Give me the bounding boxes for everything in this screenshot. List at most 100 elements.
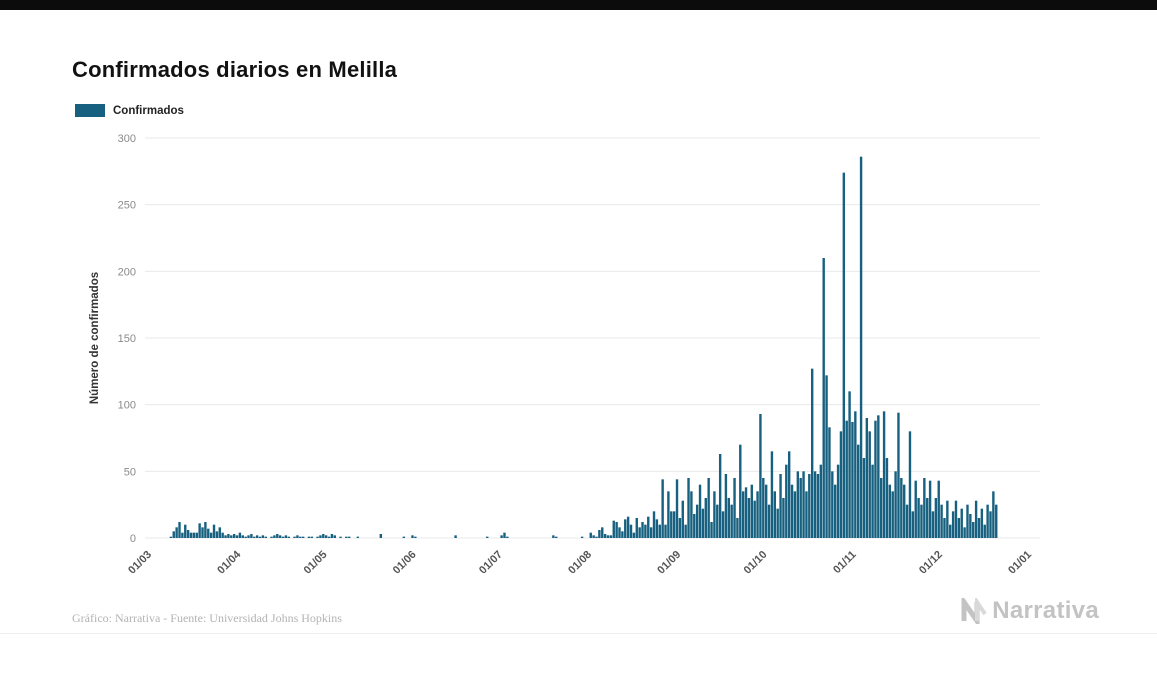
- bar: [301, 536, 305, 538]
- legend-swatch: [75, 104, 105, 117]
- bar: [238, 532, 242, 538]
- bar: [782, 498, 785, 538]
- bar: [316, 536, 319, 538]
- top-bar: [0, 0, 1157, 10]
- bar: [264, 536, 267, 538]
- bar: [687, 478, 690, 538]
- bar: [859, 156, 863, 538]
- bar: [626, 516, 630, 538]
- bar: [675, 479, 679, 538]
- bar: [825, 375, 828, 538]
- bar: [293, 536, 296, 538]
- bar: [684, 524, 687, 538]
- bar: [606, 535, 610, 538]
- bar: [175, 527, 178, 538]
- page-title: Confirmados diarios en Melilla: [72, 56, 398, 82]
- bar: [621, 531, 624, 538]
- bar: [839, 431, 843, 538]
- bar: [500, 535, 503, 538]
- bar: [454, 535, 457, 538]
- bar: [411, 535, 414, 538]
- bar: [603, 534, 607, 538]
- bar: [854, 411, 857, 538]
- bar: [891, 491, 894, 538]
- bar: [911, 511, 915, 538]
- bar: [741, 491, 745, 538]
- bar: [767, 504, 771, 538]
- bar: [181, 532, 184, 538]
- bar: [247, 535, 250, 538]
- x-tick-label: 01/11: [831, 549, 859, 577]
- bar: [969, 514, 972, 538]
- bar: [888, 484, 892, 538]
- y-tick-label: 150: [118, 333, 136, 345]
- x-tick-label: 01/06: [391, 549, 419, 577]
- bar: [218, 527, 221, 538]
- bar: [667, 491, 670, 538]
- bar: [644, 524, 647, 538]
- narrativa-logo-icon: [961, 598, 987, 624]
- bar: [747, 498, 751, 538]
- bar: [299, 536, 302, 538]
- bar: [787, 451, 791, 538]
- narrativa-logo-text: Narrativa: [992, 597, 1099, 624]
- x-tick-label: 01/03: [126, 549, 154, 577]
- bar: [920, 504, 923, 538]
- bar: [842, 172, 846, 538]
- bar: [345, 536, 348, 538]
- bar: [851, 422, 854, 538]
- bar: [862, 458, 866, 538]
- bar: [612, 520, 615, 538]
- bar: [356, 536, 360, 538]
- bar: [681, 500, 684, 538]
- bar: [974, 500, 978, 538]
- bar: [874, 420, 877, 538]
- y-tick-label: 200: [118, 266, 136, 278]
- bar: [704, 498, 707, 538]
- bar: [799, 478, 802, 538]
- bar: [319, 535, 322, 538]
- bar: [880, 478, 883, 538]
- bar: [957, 518, 961, 538]
- bar: [710, 522, 713, 538]
- bar: [209, 532, 213, 538]
- bar: [805, 491, 808, 538]
- y-tick-label: 100: [118, 400, 136, 412]
- bar: [989, 511, 992, 538]
- bar: [276, 534, 279, 538]
- y-tick-label: 300: [118, 133, 136, 145]
- x-tick-label: 01/08: [566, 549, 594, 577]
- bar: [810, 368, 814, 538]
- bar: [273, 535, 276, 538]
- bar: [618, 527, 621, 538]
- bar: [327, 536, 331, 538]
- bar: [552, 535, 555, 538]
- bar: [555, 536, 558, 538]
- bar: [270, 536, 273, 538]
- bar: [707, 478, 710, 538]
- bar: [503, 532, 506, 538]
- narrativa-logo: Narrativa: [960, 597, 1099, 625]
- x-tick-label: 01/12: [917, 549, 945, 577]
- bar: [819, 464, 823, 538]
- bar: [647, 516, 650, 538]
- bar: [698, 484, 702, 538]
- y-tick-label: 0: [130, 533, 136, 545]
- bar: [816, 474, 820, 538]
- bar: [506, 536, 509, 538]
- bar: [230, 535, 233, 538]
- bar: [986, 504, 989, 538]
- bar: [908, 431, 912, 538]
- bar: [592, 535, 595, 538]
- bar: [943, 518, 946, 538]
- bar: [877, 415, 880, 538]
- legend-label: Confirmados: [113, 104, 184, 117]
- legend-item-confirmados[interactable]: Confirmados: [75, 104, 184, 117]
- bar: [224, 535, 227, 538]
- bar: [951, 511, 955, 538]
- x-tick-label: 01/07: [477, 549, 505, 577]
- bar: [379, 534, 383, 538]
- bar: [721, 511, 725, 538]
- bar: [658, 524, 661, 538]
